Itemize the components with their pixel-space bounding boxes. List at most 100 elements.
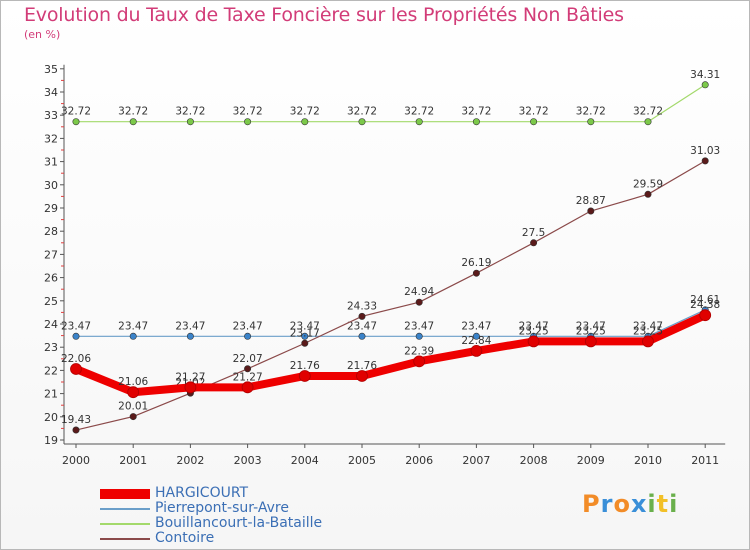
data-point-contoire: [301, 339, 309, 347]
data-point-pierrepont-sur-avre: [72, 332, 80, 340]
data-point-bouillancourt-la-bataille: [530, 118, 538, 126]
x-tick-label: 2009: [577, 454, 605, 467]
data-point-pierrepont-sur-avre: [301, 332, 309, 340]
data-label-hargicourt: 22.39: [404, 345, 434, 357]
data-label-contoire: 31.03: [690, 145, 720, 157]
data-point-contoire: [358, 312, 366, 320]
proxiti-logo: Proxiti: [582, 490, 678, 518]
data-label-contoire: 22.07: [233, 353, 263, 365]
data-label-hargicourt: 22.06: [61, 353, 91, 365]
data-label-contoire: 23.17: [290, 327, 320, 339]
legend-label-hargicourt: HARGICOURT: [155, 485, 249, 501]
data-label-bouillancourt-la-bataille: 32.72: [118, 106, 148, 118]
data-point-pierrepont-sur-avre: [244, 332, 252, 340]
data-point-hargicourt: [241, 381, 254, 394]
data-label-pierrepont-sur-avre: 24.61: [690, 294, 720, 306]
x-tick-label: 2011: [691, 454, 719, 467]
data-point-contoire: [129, 413, 137, 421]
data-label-pierrepont-sur-avre: 23.47: [347, 320, 377, 332]
data-label-hargicourt: 22.84: [461, 335, 491, 347]
legend: HARGICOURT Pierrepont-sur-Avre Bouillancou…: [100, 485, 400, 546]
data-point-bouillancourt-la-bataille: [701, 81, 709, 89]
x-tick-label: 2001: [119, 454, 147, 467]
data-point-contoire: [72, 426, 80, 434]
legend-swatch-hargicourt: [100, 489, 150, 499]
logo-letter: t: [656, 490, 670, 518]
data-point-hargicourt: [470, 345, 483, 357]
data-point-pierrepont-sur-avre: [186, 332, 194, 340]
y-tick-label: 31: [44, 156, 58, 169]
data-point-bouillancourt-la-bataille: [644, 118, 652, 126]
data-label-pierrepont-sur-avre: 23.47: [461, 320, 491, 332]
series-line-hargicourt: [72, 311, 710, 397]
legend-label-contoire: Contoire: [155, 530, 215, 546]
data-point-hargicourt: [584, 335, 597, 348]
data-point-pierrepont-sur-avre: [472, 332, 480, 340]
data-point-hargicourt: [699, 309, 712, 322]
data-label-bouillancourt-la-bataille: 34.31: [690, 69, 720, 81]
y-tick-label: 30: [44, 179, 58, 192]
data-label-contoire: 24.33: [347, 300, 377, 312]
data-label-bouillancourt-la-bataille: 32.72: [175, 106, 205, 118]
data-point-contoire: [644, 190, 652, 198]
data-label-bouillancourt-la-bataille: 32.72: [404, 106, 434, 118]
chart-title: Evolution du Taux de Taxe Foncière sur l…: [24, 4, 624, 26]
data-label-pierrepont-sur-avre: 23.47: [404, 320, 434, 332]
data-label-pierrepont-sur-avre: 23.47: [633, 320, 663, 332]
data-label-bouillancourt-la-bataille: 32.72: [61, 106, 91, 118]
y-tick-label: 25: [44, 295, 58, 308]
x-tick-label: 2010: [634, 454, 662, 467]
x-tick-label: 2003: [234, 454, 262, 467]
data-label-pierrepont-sur-avre: 23.47: [233, 320, 263, 332]
data-point-pierrepont-sur-avre: [129, 332, 137, 340]
x-tick-label: 2004: [291, 454, 319, 467]
data-label-pierrepont-sur-avre: 23.47: [175, 320, 205, 332]
data-label-bouillancourt-la-bataille: 32.72: [633, 106, 663, 118]
legend-item-pierrepont-sur-avre: Pierrepont-sur-Avre: [100, 500, 400, 516]
data-point-hargicourt: [642, 335, 654, 348]
data-label-hargicourt: 24.38: [690, 299, 720, 311]
y-tick-label: 35: [44, 63, 58, 76]
data-label-contoire: 19.43: [61, 414, 91, 426]
x-tick-label: 2005: [348, 454, 376, 467]
x-tick-label: 2007: [462, 454, 490, 467]
x-tick-label: 2008: [520, 454, 548, 467]
x-tick-label: 2000: [62, 454, 90, 467]
legend-item-contoire: Contoire: [100, 530, 400, 546]
legend-item-hargicourt: HARGICOURT: [100, 485, 400, 501]
data-label-bouillancourt-la-bataille: 32.72: [233, 106, 263, 118]
data-label-hargicourt: 21.27: [175, 371, 205, 383]
logo-letter: i: [647, 490, 657, 518]
series-line-contoire: [75, 160, 706, 431]
data-point-contoire: [472, 269, 480, 277]
data-label-pierrepont-sur-avre: 23.47: [61, 320, 91, 332]
data-label-pierrepont-sur-avre: 23.47: [576, 320, 606, 332]
data-label-bouillancourt-la-bataille: 32.72: [290, 106, 320, 118]
data-point-bouillancourt-la-bataille: [415, 118, 423, 126]
data-point-pierrepont-sur-avre: [415, 332, 423, 340]
logo-letter: i: [669, 490, 679, 518]
y-tick-label: 19: [44, 434, 58, 447]
logo-letter: o: [613, 490, 631, 518]
data-label-hargicourt: 21.76: [347, 360, 377, 372]
data-label-contoire: 28.87: [576, 195, 606, 207]
data-point-bouillancourt-la-bataille: [301, 118, 309, 126]
y-tick-label: 28: [44, 225, 58, 238]
data-point-contoire: [415, 298, 423, 306]
series-contoire: 19.4320.0121.0222.0723.1724.3324.9426.19…: [61, 145, 720, 434]
x-tick-label: 2006: [405, 454, 433, 467]
y-tick-label: 34: [44, 86, 58, 99]
legend-item-bouillancourt-la-bataille: Bouillancourt-la-Bataille: [100, 515, 400, 531]
data-point-bouillancourt-la-bataille: [472, 118, 480, 126]
series-hargicourt: 22.06 21.06 21.27 21.27 21.76 21.76 22.39 22.84…: [61, 299, 720, 399]
y-tick-label: 32: [44, 132, 58, 145]
data-label-hargicourt: 21.27: [233, 371, 263, 383]
data-point-bouillancourt-la-bataille: [129, 118, 137, 126]
data-label-pierrepont-sur-avre: 23.47: [519, 320, 549, 332]
data-label-hargicourt: 23.25: [633, 325, 663, 337]
series-line-bouillancourt-la-bataille: [75, 84, 706, 123]
data-point-hargicourt: [298, 370, 311, 382]
data-label-hargicourt: 21.76: [290, 360, 320, 372]
data-point-hargicourt: [70, 363, 82, 375]
